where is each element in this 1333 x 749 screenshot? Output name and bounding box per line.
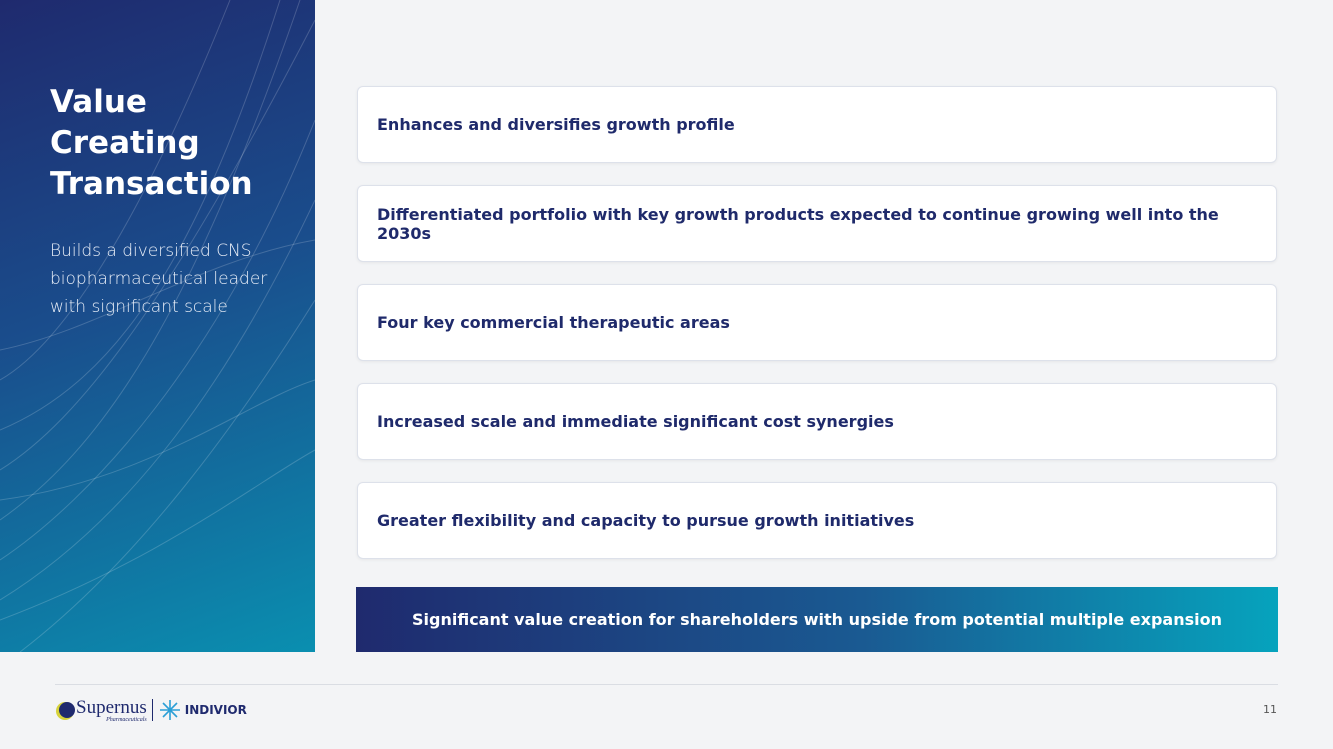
card: Four key commercial therapeutic areas xyxy=(357,284,1277,361)
logo-divider xyxy=(151,699,153,721)
banner: Significant value creation for sharehold… xyxy=(356,587,1278,652)
card: Increased scale and immediate significan… xyxy=(357,383,1277,460)
decorative-lines xyxy=(0,0,315,652)
supernus-icon xyxy=(56,702,75,720)
card: Differentiated portfolio with key growth… xyxy=(357,185,1277,262)
logo-text: Supernus xyxy=(76,696,147,718)
card: Enhances and diversifies growth profile xyxy=(357,86,1277,163)
logo: Supernus Pharmaceuticals INDIVIOR xyxy=(54,696,247,724)
page-number: 11 xyxy=(1263,703,1277,716)
title: Value Creating Transaction xyxy=(50,84,253,202)
logo-text: INDIVIOR xyxy=(184,703,247,717)
supernus-wordmark: Supernus Pharmaceuticals xyxy=(76,698,147,723)
card: Greater flexibility and capacity to purs… xyxy=(357,482,1277,559)
indivior-icon xyxy=(159,700,180,720)
logo-subtext: Pharmaceuticals xyxy=(106,716,147,723)
subtitle: Builds a diversified CNS biopharmaceutic… xyxy=(50,241,268,317)
footer-rule xyxy=(55,684,1278,685)
sidebar: Value Creating Transaction Builds a dive… xyxy=(0,0,315,652)
